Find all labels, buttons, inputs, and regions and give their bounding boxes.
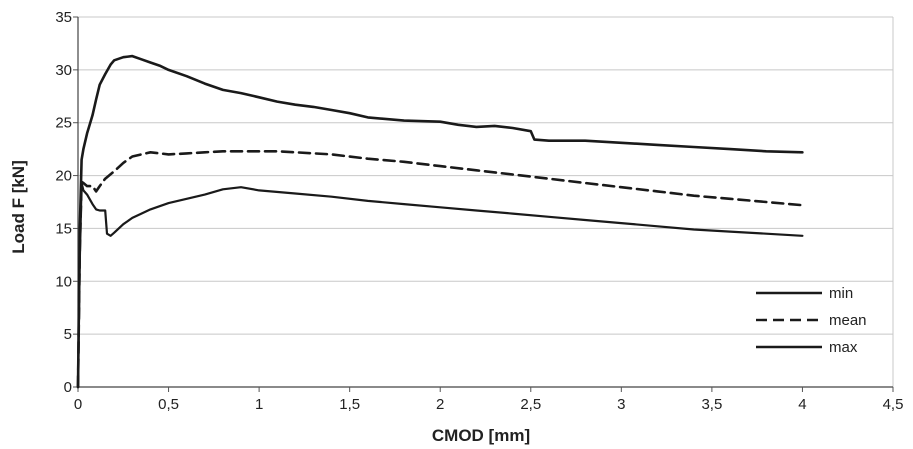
- x-tick-label: 1,5: [339, 396, 360, 413]
- legend-label-max: max: [829, 339, 858, 356]
- grid-lines: [78, 16, 894, 387]
- y-tick-labels: 0 5 10 15 20 25 30 35: [55, 9, 72, 396]
- y-tick-label: 25: [55, 115, 72, 132]
- y-tick-label: 10: [55, 273, 72, 290]
- y-tick-label: 5: [64, 326, 72, 343]
- x-tick-label: 3,5: [701, 396, 722, 413]
- x-tick-label: 0: [74, 396, 82, 413]
- legend-label-mean: mean: [829, 312, 867, 329]
- x-tick-labels: 0 0,5 1 1,5 2 2,5 3 3,5 4 4,5: [74, 396, 904, 413]
- x-tick-label: 4,5: [883, 396, 904, 413]
- x-tick-label: 2,5: [520, 396, 541, 413]
- y-tick-label: 35: [55, 9, 72, 26]
- series-line-mean: [76, 150, 804, 389]
- x-tick-label: 0,5: [158, 396, 179, 413]
- x-axis-title: CMOD [mm]: [432, 426, 530, 445]
- series-line-max: [76, 54, 804, 389]
- x-tick-label: 2: [436, 396, 444, 413]
- x-tick-label: 3: [617, 396, 625, 413]
- y-tick-label: 20: [55, 168, 72, 185]
- legend: min mean max: [756, 285, 867, 356]
- y-tick-label: 30: [55, 62, 72, 79]
- x-tick-label: 1: [255, 396, 263, 413]
- legend-label-min: min: [829, 285, 853, 302]
- axes: [73, 16, 894, 392]
- y-tick-label: 15: [55, 220, 72, 237]
- x-tick-label: 4: [798, 396, 806, 413]
- series-lines: [76, 54, 804, 389]
- series-line-min: [76, 181, 804, 389]
- y-axis-title: Load F [kN]: [9, 160, 28, 254]
- y-tick-label: 0: [64, 379, 72, 396]
